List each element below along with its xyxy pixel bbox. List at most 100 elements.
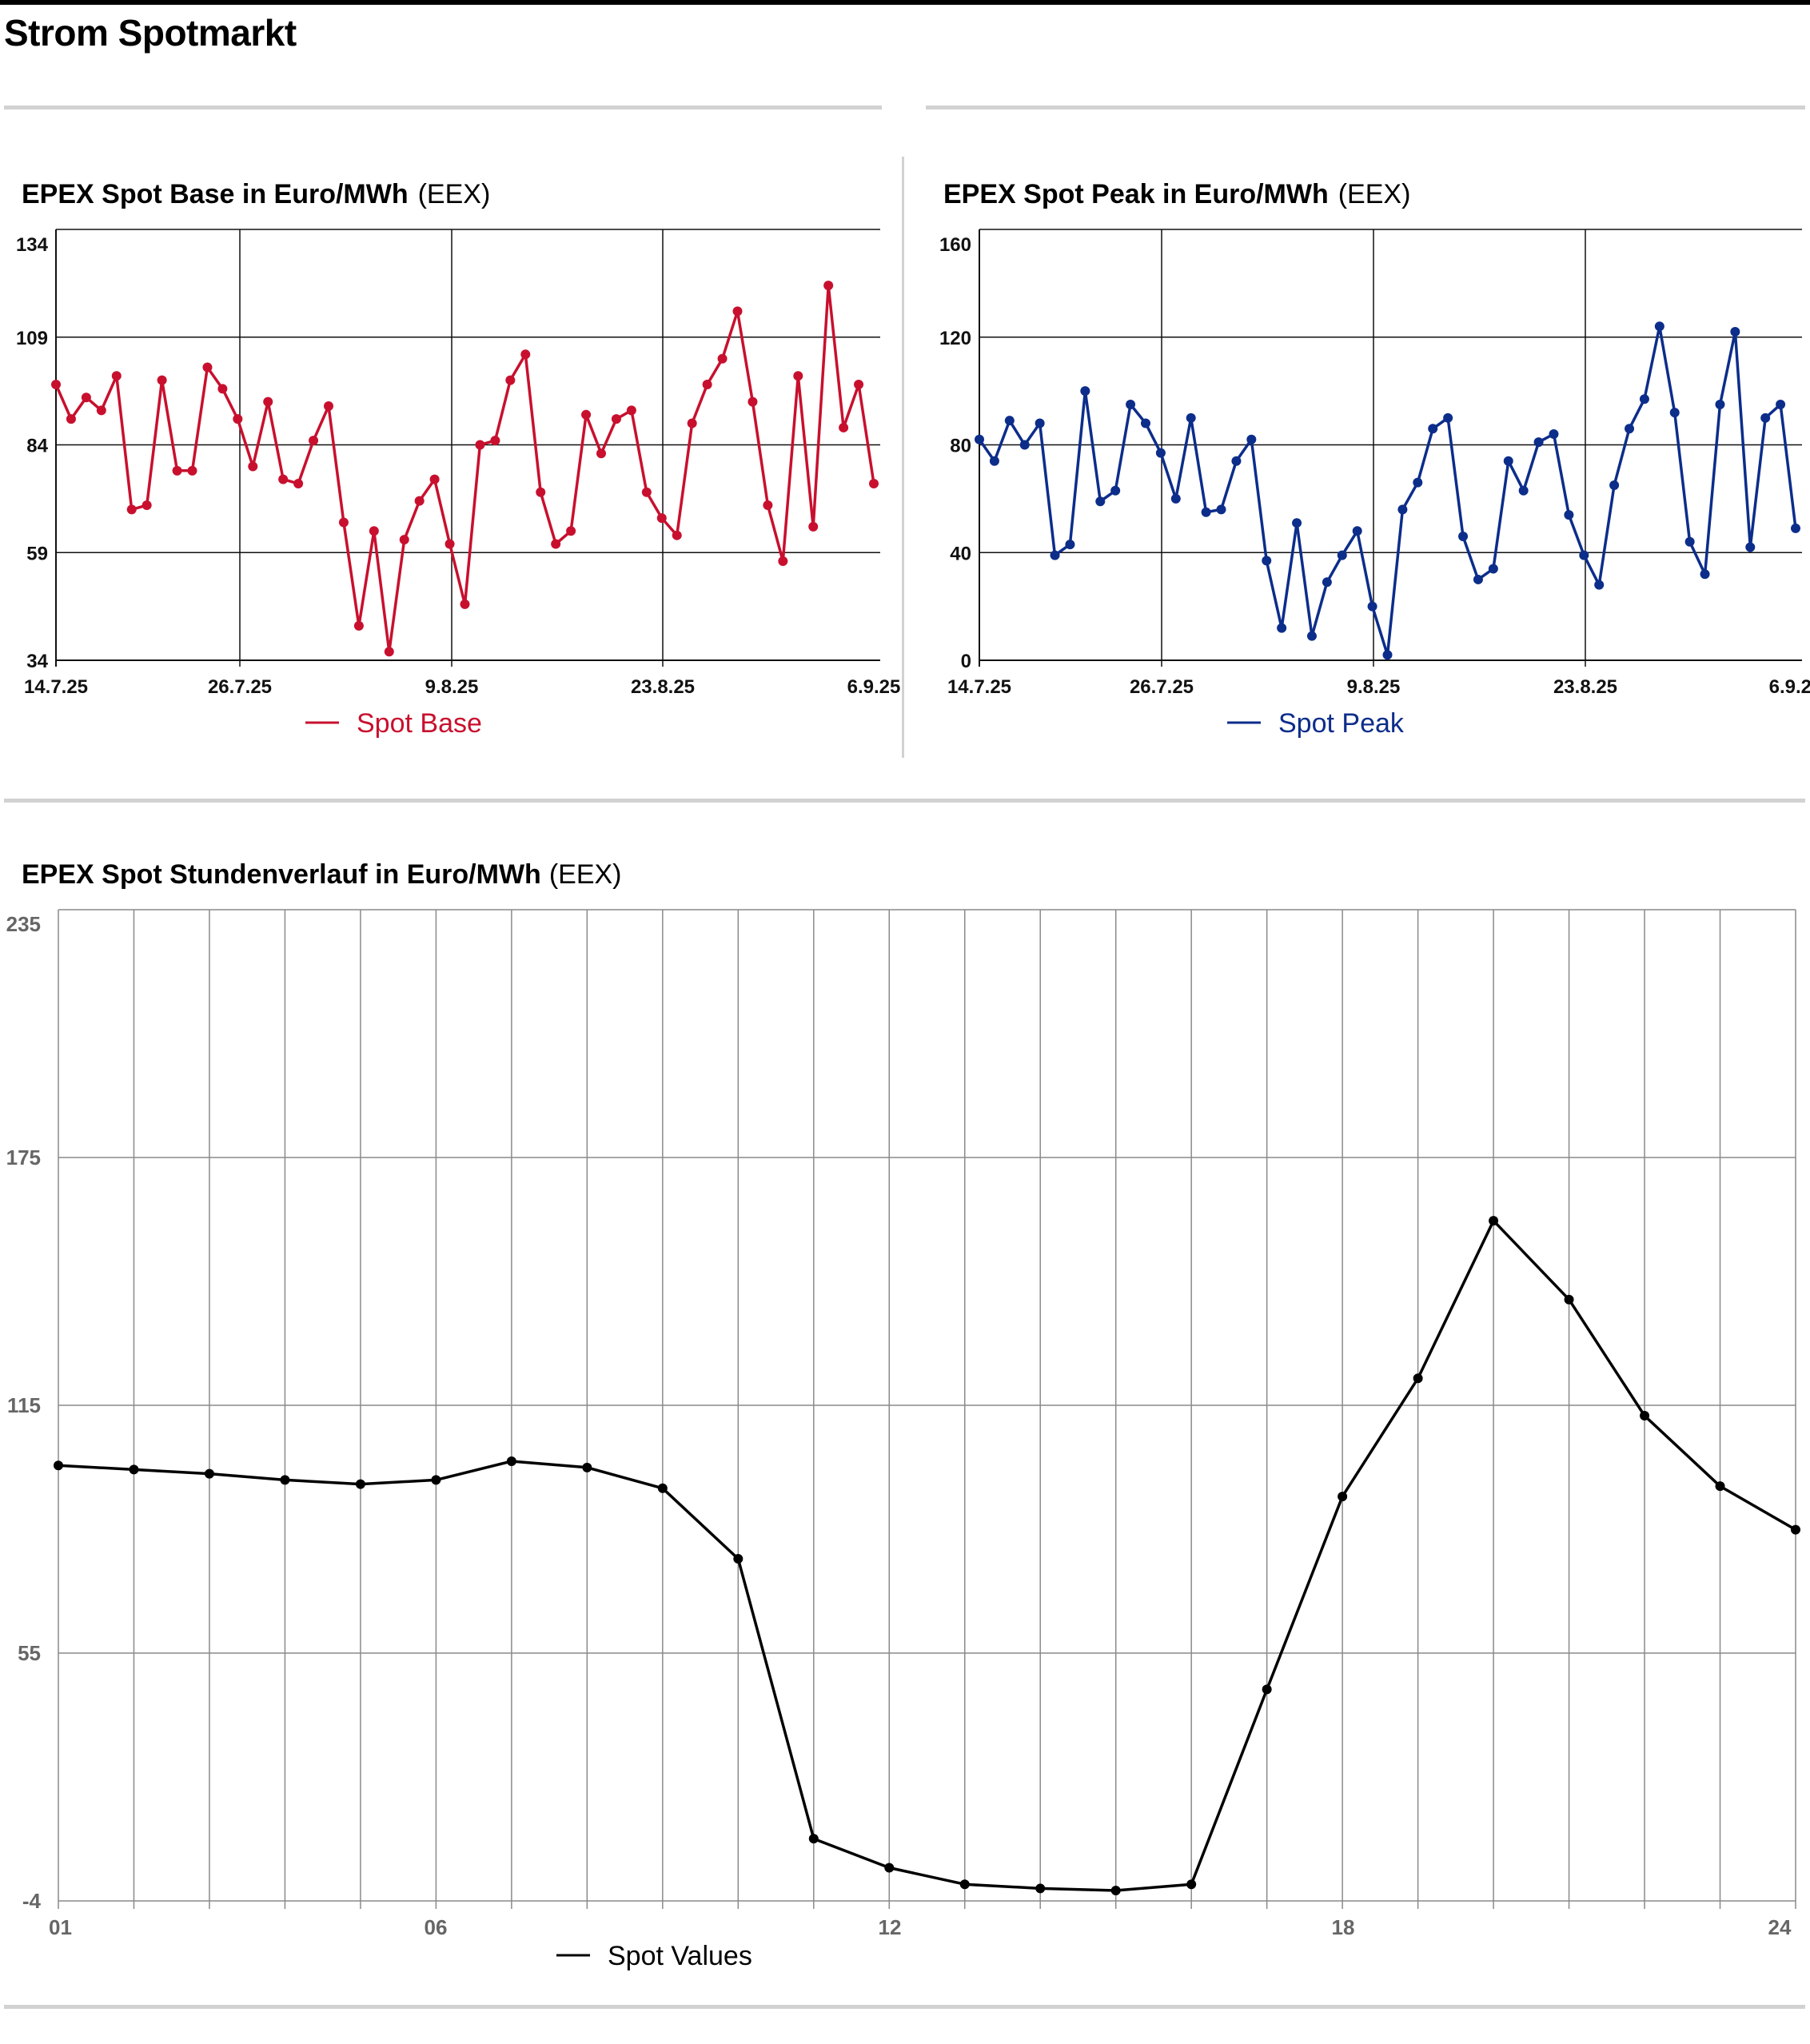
base-data-point — [414, 496, 425, 506]
peak-data-point — [1035, 418, 1045, 428]
base-xtick-label: 14.7.25 — [24, 676, 88, 698]
peak-data-point — [1625, 424, 1635, 434]
peak-xtick-label: 6.9.25 — [1769, 676, 1810, 698]
peak-chart-title: EPEX Spot Peak in Euro/MWh (EEX) — [943, 179, 1410, 210]
base-data-point — [596, 448, 606, 459]
peak-data-point — [1458, 532, 1469, 542]
base-data-point — [520, 349, 531, 360]
peak-data-point — [1306, 631, 1317, 641]
base-data-point — [202, 362, 213, 373]
panel-divider — [902, 157, 904, 758]
base-data-point — [702, 380, 712, 390]
base-data-point — [81, 392, 91, 403]
base-ytick-label: 134 — [16, 234, 49, 256]
hourly-data-point — [884, 1863, 895, 1873]
base-xtick-label: 9.8.25 — [425, 676, 479, 698]
peak-xtick-label: 9.8.25 — [1347, 676, 1401, 698]
peak-xtick-label: 23.8.25 — [1553, 676, 1617, 698]
peak-data-point — [1669, 408, 1680, 418]
peak-data-point — [1382, 650, 1393, 660]
peak-data-point — [1050, 550, 1060, 560]
base-data-point — [429, 474, 440, 484]
base-data-point — [823, 281, 834, 291]
base-data-point — [399, 535, 409, 545]
base-data-point — [217, 384, 228, 394]
base-data-point — [626, 405, 636, 416]
hourly-ytick-label: 55 — [18, 1641, 41, 1665]
peak-data-point — [1549, 429, 1559, 440]
hourly-ytick-label: 115 — [7, 1393, 41, 1417]
hourly-data-point — [204, 1468, 214, 1479]
base-data-point — [263, 396, 273, 407]
peak-data-point — [1503, 456, 1513, 466]
peak-data-point — [1080, 386, 1090, 396]
base-data-point — [536, 487, 546, 497]
peak-ytick-label: 0 — [961, 651, 971, 672]
base-data-point — [51, 380, 61, 390]
hourly-data-point — [431, 1475, 441, 1485]
hourly-legend-label: Spot Values — [608, 1941, 752, 1971]
hourly-xtick-label: 12 — [879, 1915, 902, 1939]
section-divider — [926, 106, 1805, 110]
peak-ytick-label: 120 — [939, 328, 971, 349]
hourly-chart-source: (EEX) — [548, 859, 622, 890]
base-data-point — [490, 436, 500, 446]
base-data-point — [641, 487, 652, 497]
peak-data-point — [1277, 623, 1287, 633]
hourly-xtick-label: 01 — [49, 1915, 72, 1939]
peak-data-point — [989, 456, 999, 466]
base-ytick-label: 34 — [26, 651, 48, 672]
peak-data-point — [975, 434, 984, 444]
base-legend-label: Spot Base — [357, 708, 482, 739]
hourly-ytick-label: 175 — [6, 1146, 41, 1169]
base-data-point — [854, 380, 864, 390]
hourly-xtick-label: 24 — [1768, 1915, 1792, 1939]
hourly-data-point — [506, 1456, 516, 1467]
hourly-data-point — [1489, 1216, 1499, 1226]
base-ytick-label: 84 — [26, 436, 48, 457]
base-ytick-label: 59 — [26, 543, 48, 564]
hourly-series-line — [58, 1219, 1796, 1892]
peak-data-point — [1428, 424, 1438, 434]
peak-ytick-label: 160 — [939, 234, 971, 256]
peak-xtick-label: 26.7.25 — [1130, 676, 1194, 698]
peak-data-point — [1609, 480, 1620, 491]
top-rule — [0, 0, 1810, 5]
peak-data-point — [1654, 321, 1664, 332]
hourly-ytick-label: -4 — [22, 1889, 42, 1913]
hourly-data-point — [1338, 1492, 1348, 1502]
hourly-data-point — [1262, 1684, 1272, 1695]
peak-data-point — [1760, 412, 1771, 423]
hourly-chart-title: EPEX Spot Stundenverlauf in Euro/MWh (EEX… — [22, 859, 622, 891]
hourly-data-point — [733, 1553, 744, 1564]
peak-data-point — [1488, 564, 1498, 574]
peak-data-point — [1700, 569, 1710, 580]
base-data-point — [369, 526, 379, 536]
base-data-point — [687, 418, 697, 428]
peak-data-point — [1337, 550, 1347, 560]
peak-ytick-label: 80 — [950, 436, 971, 457]
peak-data-point — [1262, 556, 1272, 566]
peak-data-point — [1322, 577, 1332, 588]
hourly-data-point — [54, 1460, 63, 1471]
peak-data-point — [1004, 416, 1015, 426]
base-chart-source: (EEX) — [417, 179, 491, 209]
hourly-data-point — [808, 1834, 819, 1844]
peak-data-point — [1201, 507, 1211, 517]
hourly-data-point — [657, 1483, 668, 1493]
peak-data-point — [1155, 448, 1166, 458]
base-data-point — [581, 409, 592, 420]
hourly-data-point — [355, 1479, 365, 1489]
hourly-xtick-label: 06 — [425, 1915, 448, 1939]
peak-chart-title-text: EPEX Spot Peak in Euro/MWh — [943, 179, 1329, 209]
peak-data-point — [1367, 601, 1377, 612]
peak-data-point — [1443, 412, 1453, 423]
base-data-point — [763, 500, 773, 510]
peak-data-point — [1126, 399, 1136, 409]
peak-data-point — [1564, 510, 1574, 520]
base-xtick-label: 26.7.25 — [208, 676, 272, 698]
peak-data-point — [1140, 418, 1150, 428]
peak-data-point — [1473, 574, 1483, 584]
page-title: Strom Spotmarkt — [4, 12, 297, 54]
peak-data-point — [1518, 485, 1529, 496]
